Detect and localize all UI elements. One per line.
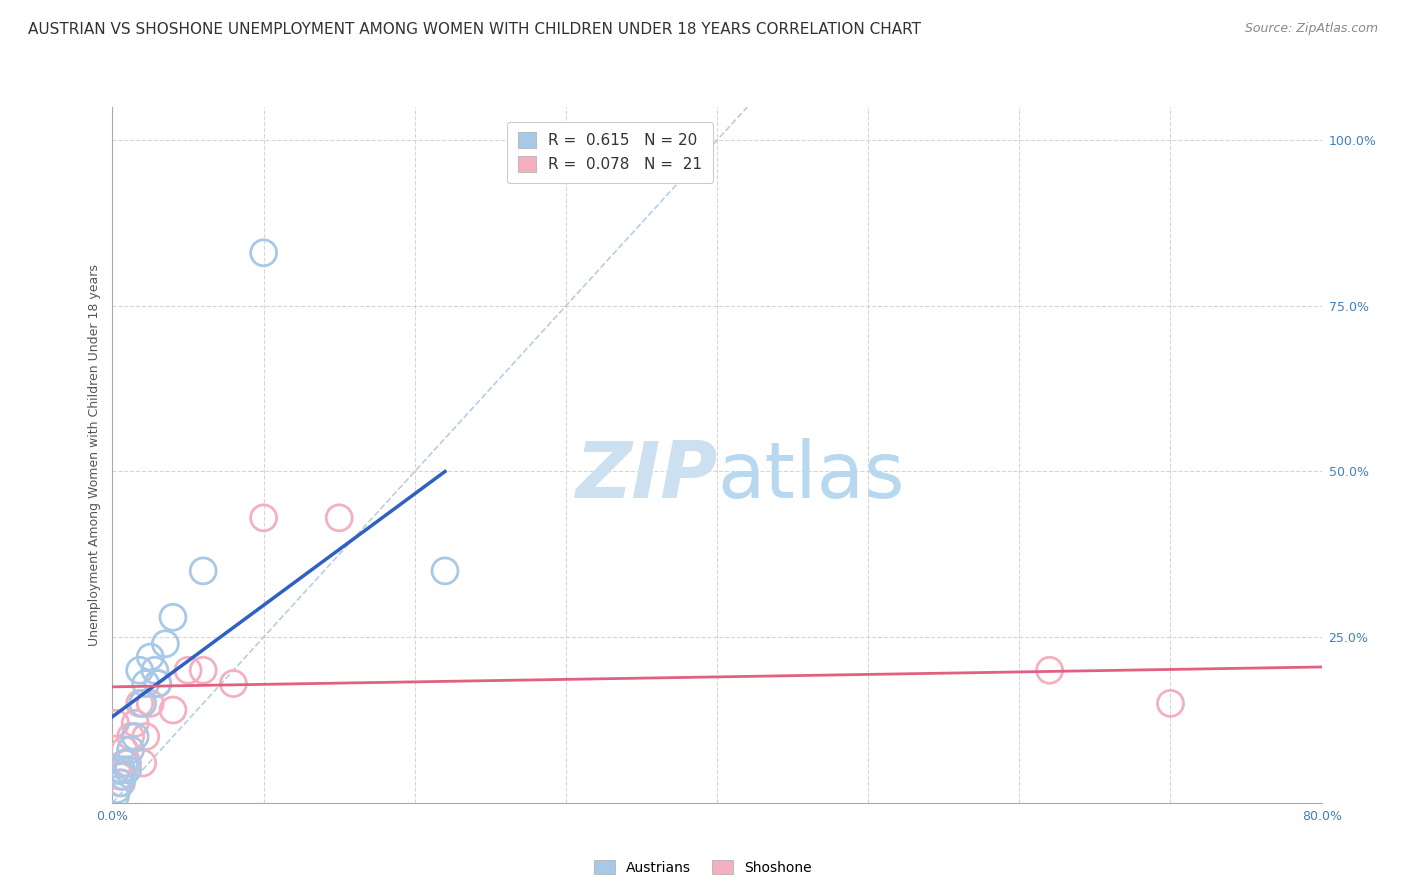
Legend: R =  0.615   N = 20, R =  0.078   N =  21: R = 0.615 N = 20, R = 0.078 N = 21 (508, 121, 713, 183)
Austrians (162, 610, 184, 624)
Austrians (110, 763, 132, 777)
Shoshone (108, 769, 131, 783)
Austrians (253, 245, 276, 260)
Austrians (114, 756, 136, 770)
Shoshone (253, 511, 276, 525)
Shoshone (328, 511, 350, 525)
Shoshone (146, 676, 169, 690)
Shoshone (124, 716, 146, 731)
Austrians (128, 663, 150, 677)
Text: atlas: atlas (717, 438, 904, 514)
Text: Source: ZipAtlas.com: Source: ZipAtlas.com (1244, 22, 1378, 36)
Austrians (120, 743, 142, 757)
Shoshone (1159, 697, 1181, 711)
Austrians (124, 730, 146, 744)
Shoshone (120, 730, 142, 744)
Austrians (104, 789, 127, 804)
Shoshone (222, 676, 245, 690)
Y-axis label: Unemployment Among Women with Children Under 18 years: Unemployment Among Women with Children U… (89, 264, 101, 646)
Shoshone (104, 716, 127, 731)
Text: ZIP: ZIP (575, 438, 717, 514)
Shoshone (135, 730, 157, 744)
Shoshone (139, 697, 162, 711)
Austrians (191, 564, 214, 578)
Austrians (146, 676, 169, 690)
Shoshone (114, 743, 136, 757)
Austrians (139, 650, 162, 665)
Shoshone (110, 776, 132, 790)
Text: AUSTRIAN VS SHOSHONE UNEMPLOYMENT AMONG WOMEN WITH CHILDREN UNDER 18 YEARS CORRE: AUSTRIAN VS SHOSHONE UNEMPLOYMENT AMONG … (28, 22, 921, 37)
Austrians (105, 782, 128, 797)
Austrians (108, 776, 131, 790)
Austrians (135, 676, 157, 690)
Shoshone (132, 756, 155, 770)
Shoshone (117, 756, 139, 770)
Shoshone (128, 697, 150, 711)
Shoshone (191, 663, 214, 677)
Austrians (112, 769, 135, 783)
Austrians (433, 564, 456, 578)
Shoshone (1038, 663, 1062, 677)
Legend: Austrians, Shoshone: Austrians, Shoshone (589, 855, 817, 880)
Shoshone (162, 703, 184, 717)
Shoshone (177, 663, 200, 677)
Austrians (132, 697, 155, 711)
Shoshone (105, 763, 128, 777)
Austrians (155, 637, 177, 651)
Austrians (143, 663, 166, 677)
Austrians (117, 763, 139, 777)
